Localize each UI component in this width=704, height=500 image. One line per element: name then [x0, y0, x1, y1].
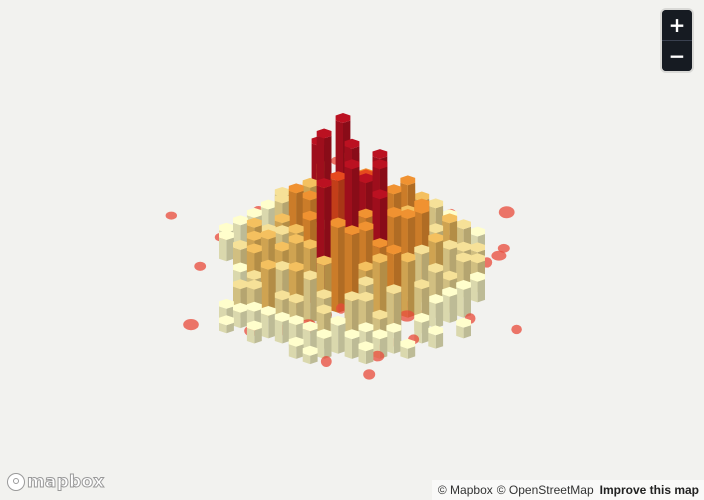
improve-map-link[interactable]: Improve this map	[599, 483, 699, 497]
hex-column-132	[344, 291, 360, 339]
hex-column-129	[260, 306, 276, 339]
data-point-marker	[511, 324, 522, 335]
data-point-marker	[491, 250, 507, 261]
hex-column-134	[246, 320, 262, 344]
hex-column-27	[233, 215, 248, 246]
hex-column-135	[274, 312, 290, 344]
data-point-marker	[183, 319, 199, 331]
data-point-marker	[336, 303, 347, 314]
zoom-divider	[662, 40, 692, 41]
hex-column-111	[456, 280, 471, 318]
zoom-control: + −	[662, 10, 692, 71]
mapbox-logo-text: mapbox	[26, 472, 105, 493]
mapbox-logo-icon	[7, 473, 25, 491]
hex-column-106	[260, 259, 276, 318]
data-point-marker	[371, 350, 385, 362]
hex-column-123	[219, 315, 234, 334]
hex-column-141	[428, 325, 444, 349]
hex-column-41	[219, 230, 234, 262]
data-point-marker	[194, 261, 207, 271]
zoom-out-button[interactable]: −	[662, 41, 692, 71]
attribution-mapbox-link[interactable]: © Mapbox	[437, 483, 493, 497]
hex-column-101	[330, 218, 346, 313]
hex-column-92	[470, 271, 485, 303]
attribution-osm-link[interactable]: © OpenStreetMap	[496, 483, 594, 497]
data-point-marker	[363, 369, 376, 380]
hex-column-148	[344, 329, 360, 359]
hex-column-117	[442, 286, 458, 323]
hex-column-152	[358, 341, 374, 365]
hex-column-147	[316, 329, 332, 359]
hex-column-133	[456, 317, 471, 339]
data-point-marker	[497, 243, 510, 253]
hex-column-150	[400, 338, 416, 359]
hex-column-114	[302, 270, 318, 323]
zoom-in-button[interactable]: +	[662, 10, 692, 40]
hex-column-146	[288, 336, 304, 359]
data-point-marker	[165, 211, 177, 220]
attribution-bar: © Mapbox © OpenStreetMap Improve this ma…	[431, 480, 704, 500]
data-point-marker	[498, 206, 515, 219]
mapbox-logo[interactable]: mapbox	[7, 472, 105, 493]
hex-column-143	[330, 315, 346, 354]
data-point-marker	[320, 356, 332, 367]
hex-column-127	[386, 284, 402, 334]
hex-column-118	[233, 302, 248, 329]
data-point-marker	[399, 310, 415, 322]
hex-column-151	[302, 345, 318, 365]
hex-column-122	[428, 294, 444, 329]
hex-column-145	[386, 322, 402, 354]
hex-column-109	[400, 252, 416, 318]
